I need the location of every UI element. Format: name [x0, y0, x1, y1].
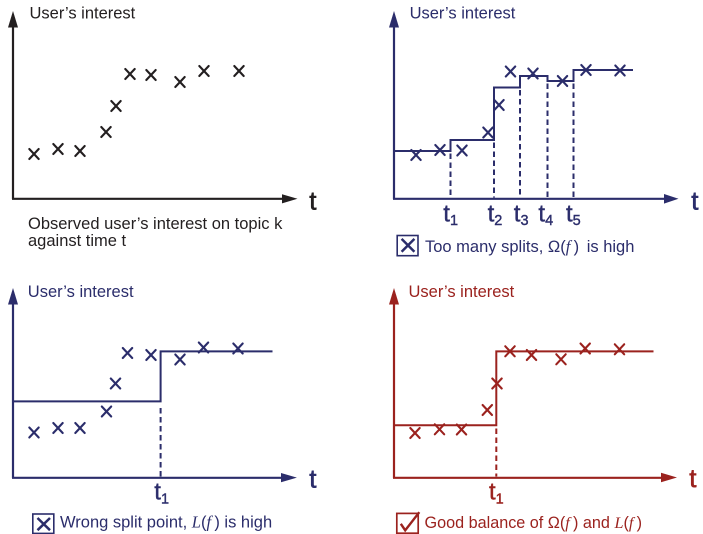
svg-text:Wrong split point, L(f ) is hi: Wrong split point, L(f ) is high: [60, 513, 272, 532]
svg-text:Observed user’s interest on to: Observed user’s interest on topic k: [28, 215, 283, 233]
svg-text:t: t: [691, 185, 699, 215]
svg-text:against time t: against time t: [28, 232, 127, 250]
svg-text:t: t: [309, 185, 317, 215]
svg-text:t: t: [309, 463, 317, 493]
svg-text:Too many splits, Ω(f ) is high: Too many splits, Ω(f ) is high: [425, 237, 634, 256]
svg-text:Good balance of Ω(f ) and L(f: Good balance of Ω(f ) and L(f ): [425, 514, 642, 532]
svg-text:User’s interest: User’s interest: [28, 283, 134, 301]
svg-text:t: t: [689, 463, 697, 493]
svg-text:User’s interest: User’s interest: [30, 5, 136, 23]
svg-text:User’s interest: User’s interest: [410, 5, 516, 23]
svg-text:User’s interest: User’s interest: [409, 283, 515, 301]
